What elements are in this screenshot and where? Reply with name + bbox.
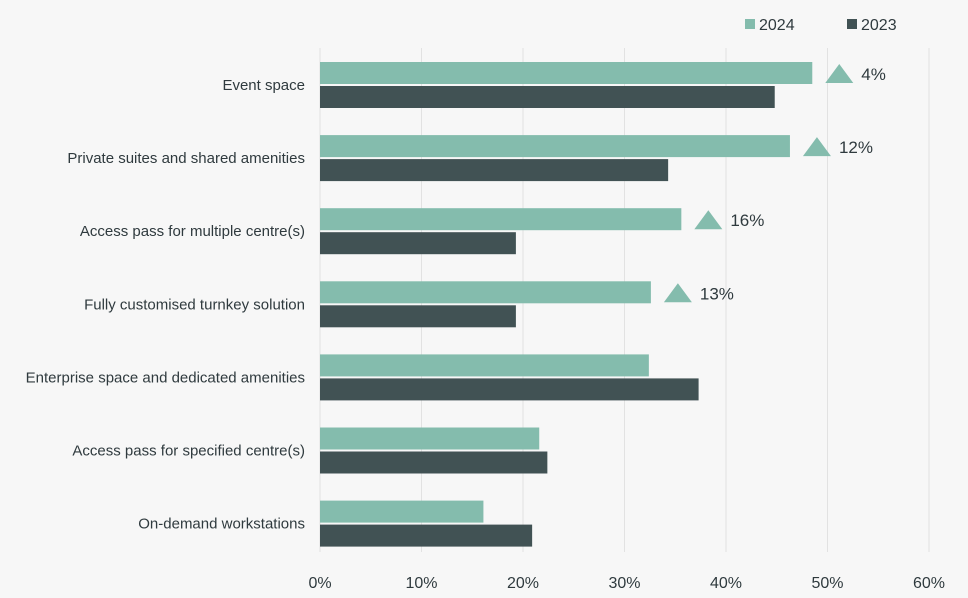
legend-label: 2023 xyxy=(861,17,897,34)
bars xyxy=(320,62,813,547)
x-tick-label: 20% xyxy=(507,575,539,592)
bar-2023 xyxy=(320,305,516,328)
bar-2023 xyxy=(320,451,548,474)
bar-2024 xyxy=(320,135,790,158)
x-tick-label: 60% xyxy=(913,575,945,592)
x-tick-label: 0% xyxy=(308,575,331,592)
category-label: Access pass for specified centre(s) xyxy=(72,443,305,460)
bar-2024 xyxy=(320,427,540,450)
x-tick-label: 50% xyxy=(811,575,843,592)
bar-2023 xyxy=(320,86,775,108)
legend-label: 2024 xyxy=(759,17,795,34)
bar-2024 xyxy=(320,500,484,523)
up-triangle-icon xyxy=(802,137,831,157)
bar-2023 xyxy=(320,378,699,401)
change-label: 12% xyxy=(839,138,873,157)
change-label: 4% xyxy=(861,65,886,84)
x-axis-ticks: 0% 10% 20% 30% 40% 50% 60% xyxy=(308,575,945,592)
bar-2023 xyxy=(320,232,516,255)
legend-swatch-2023 xyxy=(847,19,857,29)
category-label: Access pass for multiple centre(s) xyxy=(80,223,305,240)
category-label: Private suites and shared amenities xyxy=(67,150,305,167)
x-tick-label: 10% xyxy=(405,575,437,592)
bar-2023 xyxy=(320,159,669,182)
change-annotations: 4% 12% 16% 13% xyxy=(663,64,886,303)
change-label: 16% xyxy=(730,211,764,230)
bar-2024 xyxy=(320,354,649,377)
category-label: Fully customised turnkey solution xyxy=(84,296,305,313)
x-tick-label: 30% xyxy=(608,575,640,592)
category-labels: Event space Private suites and shared ame… xyxy=(26,77,305,533)
category-label: Enterprise space and dedicated amenities xyxy=(26,369,305,386)
legend-swatch-2024 xyxy=(745,19,755,29)
up-triangle-icon xyxy=(694,210,723,230)
up-triangle-icon xyxy=(825,64,854,83)
legend: 2024 2023 xyxy=(745,17,897,34)
category-label: On-demand workstations xyxy=(138,516,305,533)
bar-2024 xyxy=(320,62,813,84)
change-label: 13% xyxy=(700,284,734,303)
bar-2023 xyxy=(320,524,533,547)
bar-2024 xyxy=(320,281,651,304)
x-tick-label: 40% xyxy=(710,575,742,592)
category-label: Event space xyxy=(222,77,305,94)
bar-2024 xyxy=(320,208,682,231)
up-triangle-icon xyxy=(663,283,692,303)
